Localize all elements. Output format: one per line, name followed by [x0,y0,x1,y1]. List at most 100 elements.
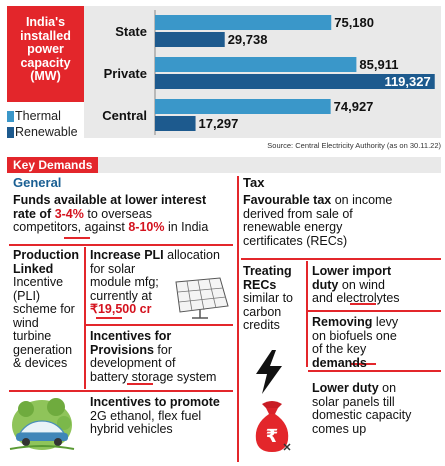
solar-panel-icon [175,277,229,319]
funds-line2a: rate of [13,206,55,221]
tax-divider-3 [308,310,441,312]
data-label: 29,738 [228,32,268,47]
lower-import-block: Lower import duty on wind and electrolyt… [312,264,442,306]
legend-swatch-renewable [7,126,14,138]
key-demands-label: Key Demands [7,157,99,173]
promote-line: hybrid vehicles [90,422,173,436]
tax-heading: Tax [243,175,265,190]
treating-recs-block: Treating RECs similar to carbon credits [243,264,307,333]
bar-thermal [155,57,357,72]
bar-thermal [155,15,332,30]
provisions-rest: for [153,342,172,357]
funds-rate-high: 8-10% [128,220,165,234]
money-bag-icon: ₹ [255,401,291,452]
column-divider [237,176,239,462]
funds-block: Funds available at lower interest rate o… [13,193,235,235]
accent-rule [350,303,376,305]
funds-line2b: to overseas [83,206,152,221]
funds-line3a: competitors, against [13,220,129,234]
funds-line3b: in India [164,220,209,234]
lower-duty-bold: Lower duty [312,381,379,395]
lower-import-bold1: Lower import [312,264,392,278]
lower-duty-line: comes up [312,421,367,436]
general-divider-3 [86,324,233,326]
favourable-line: renewable energy [243,220,343,234]
favourable-tax-block: Favourable tax on income derived from sa… [243,193,441,248]
production-bold2: Linked [13,261,54,276]
svg-text:₹: ₹ [266,426,279,447]
general-divider-2 [84,247,86,389]
chart-source: Source: Central Electricity Authority (a… [267,141,441,150]
funds-rate-low: 3-4% [54,206,84,221]
lower-import-rest: on wind [338,277,385,292]
category-label: Central [102,108,147,123]
increase-pli-line: currently at [90,288,152,303]
bar-chart: State 75,180 29,738 Private 85,911 119,327 Cen… [102,10,435,135]
provisions-bold1: Incentives for [90,329,172,343]
chart-title-line: power [27,42,64,56]
increase-pli-rest: allocation [163,248,220,262]
legend-label-thermal: Thermal [15,109,61,123]
removing-bold: Removing [312,315,373,329]
production-line: scheme for [13,302,75,316]
treating-line: similar to [243,291,294,305]
increase-pli-line: module mfg; [90,275,159,289]
bar-thermal [155,99,331,114]
favourable-rest: on income [331,193,393,207]
general-divider-1 [9,244,233,246]
favourable-line: certificates (RECs) [243,233,348,248]
production-line: turbine [13,329,52,343]
provisions-line: development of [90,356,176,370]
provisions-line: battery storage system [90,369,217,384]
incentives-promote-block: Incentives to promote 2G ethanol, flex f… [90,395,235,437]
lower-duty-line: domestic capacity [312,408,412,422]
bar-renewable [155,74,435,89]
data-label: 85,911 [359,57,398,72]
production-bold1: Production [13,248,79,262]
legend-item-renewable: Renewable [7,124,78,140]
legend-swatch-thermal [7,110,14,122]
accent-rule [96,317,122,319]
lower-import-line: and electrolytes [312,291,400,305]
removing-rest: levy [372,315,399,329]
treating-line: credits [243,318,280,332]
accent-rule [350,363,376,365]
removing-line: on biofuels one [312,328,397,343]
category-label: State [115,24,147,39]
key-demands-bar [7,157,441,173]
production-line: Incentive [13,275,64,289]
funds-line1: Funds available at lower interest [13,193,207,207]
treating-bold1: Treating [243,264,292,278]
incentives-provisions-block: Incentives for Provisions for developmen… [90,329,235,384]
tax-divider-2 [306,261,308,367]
lightning-icon [256,350,282,394]
bar-renewable [155,116,196,131]
chart-title: India's installed power capacity (MW) [7,6,84,102]
production-line: (PLI) [13,288,41,303]
increase-pli-amount: ₹19,500 cr [90,302,152,316]
data-label: 74,927 [334,99,374,114]
accent-rule [127,383,153,385]
removing-line: of the key [312,342,367,356]
lower-import-bold2: duty [312,277,339,292]
tax-divider-4 [308,370,441,372]
increase-pli-bold: Increase PLI [90,248,164,262]
category-label: Private [104,66,147,81]
data-label: 75,180 [334,15,374,30]
promote-line: 2G ethanol, flex fuel [90,408,202,423]
legend-label-renewable: Renewable [15,125,78,139]
accent-rule [64,237,90,239]
production-line: & devices [13,356,68,370]
eco-car-icon [9,398,75,450]
tax-divider-1 [241,258,441,260]
removing-levy-block: Removing levy on biofuels one of the key… [312,315,442,370]
bar-renewable [155,32,225,47]
favourable-line: derived from sale of [243,206,353,221]
lower-duty-rest: on [378,381,397,395]
production-line: generation [13,342,73,357]
data-label: 119,327 [384,74,430,89]
chart-title-line: India's [25,15,66,29]
increase-pli-line: for solar [90,261,136,276]
data-label: 17,297 [199,116,239,131]
treating-bold2: RECs [243,277,277,292]
